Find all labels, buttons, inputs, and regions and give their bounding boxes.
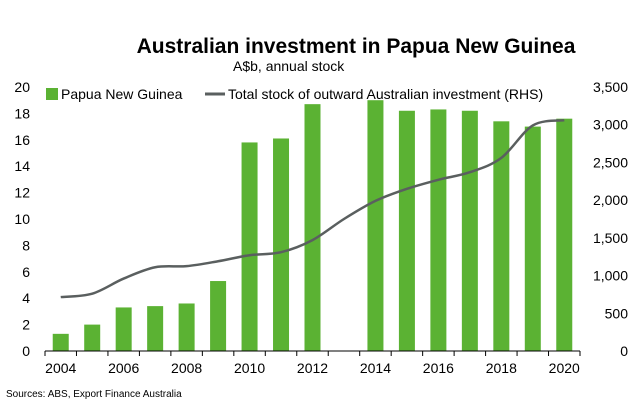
bar-2009 <box>210 281 227 351</box>
x-axis-ticks: 2004 2006 2008 2010 2012 2014 2016 2018 2020 <box>44 351 581 376</box>
bar-2017 <box>461 110 478 351</box>
chart-title: Australian investment in Papua New Guine… <box>137 35 576 58</box>
left-axis-ticks: 0 2 4 6 8 10 12 14 16 18 20 <box>14 79 30 359</box>
x-tick-label: 2020 <box>549 360 580 376</box>
x-tick-label: 2004 <box>45 360 76 376</box>
y-tick-label: 16 <box>14 132 30 148</box>
y2-tick-label: 1,500 <box>593 230 628 246</box>
y-tick-label: 20 <box>14 79 30 95</box>
bar-2019 <box>524 126 541 351</box>
bar-2012 <box>304 104 321 351</box>
y-tick-label: 18 <box>14 105 30 121</box>
bar-2016 <box>430 109 447 351</box>
bar-2011 <box>273 138 290 351</box>
bar-2015 <box>398 110 415 351</box>
y-tick-label: 0 <box>22 343 30 359</box>
total-stock-line <box>60 118 565 299</box>
x-tick-label: 2016 <box>423 360 454 376</box>
y2-tick-label: 2,500 <box>593 154 628 170</box>
y2-tick-label: 3,000 <box>593 117 628 133</box>
x-tick-label: 2008 <box>171 360 202 376</box>
right-axis-ticks: 0 500 1,000 1,500 2,000 2,500 3,000 3,500 <box>593 79 628 359</box>
bar-2006 <box>115 307 132 351</box>
y2-tick-label: 500 <box>605 305 629 321</box>
y2-tick-label: 3,500 <box>593 79 628 95</box>
x-tick-label: 2006 <box>108 360 139 376</box>
y-tick-label: 10 <box>14 211 30 227</box>
bar-2020 <box>556 118 573 352</box>
chart-subtitle: A$b, annual stock <box>233 58 345 74</box>
line-series <box>60 118 565 299</box>
bar-2005 <box>84 324 101 351</box>
y-tick-label: 8 <box>22 237 30 253</box>
bar-series <box>52 100 573 352</box>
bar-2004 <box>52 333 69 351</box>
y-tick-label: 4 <box>22 290 30 306</box>
y-tick-label: 2 <box>22 317 30 333</box>
bar-2008 <box>178 303 195 351</box>
bar-2014 <box>367 100 384 351</box>
bar-2018 <box>493 121 510 351</box>
y2-tick-label: 0 <box>620 343 628 359</box>
bar-2010 <box>241 142 258 351</box>
legend-line-label: Total stock of outward Australian invest… <box>228 86 543 102</box>
legend-bar-label: Papua New Guinea <box>61 86 183 102</box>
legend: Papua New Guinea Total stock of outward … <box>46 86 543 102</box>
y2-tick-label: 2,000 <box>593 192 628 208</box>
x-tick-label: 2010 <box>234 360 265 376</box>
x-tick-label: 2012 <box>297 360 328 376</box>
x-tick-label: 2018 <box>486 360 517 376</box>
legend-bar-swatch <box>46 88 58 100</box>
source-note: Sources: ABS, Export Finance Australia <box>6 389 182 400</box>
y2-tick-label: 1,000 <box>593 268 628 284</box>
y-tick-label: 12 <box>14 185 30 201</box>
y-tick-label: 6 <box>22 264 30 280</box>
x-tick-label: 2014 <box>360 360 391 376</box>
y-tick-label: 14 <box>14 158 30 174</box>
bar-2007 <box>147 306 164 351</box>
